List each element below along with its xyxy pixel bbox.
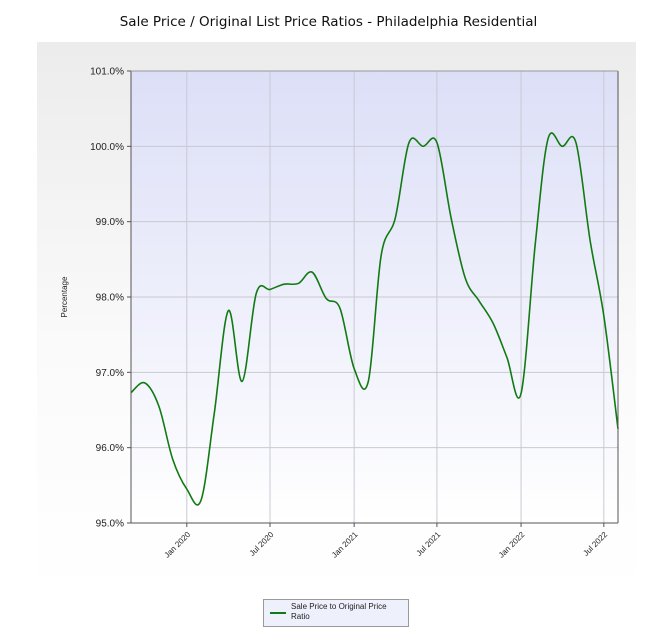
y-tick-label: 95.0% <box>96 519 124 530</box>
y-tick-label: 97.0% <box>96 368 124 379</box>
x-tick-label: Jul 2021 <box>415 530 443 558</box>
x-tick-label: Jul 2022 <box>581 530 609 558</box>
chart-legend: Sale Price to Original Price Ratio <box>263 599 409 627</box>
x-axis-tick-labels: Jan 2020 Jul 2020 Jan 2021 Jul 2021 Jan 2022… <box>163 523 610 560</box>
y-axis-label: Percentage <box>60 276 69 317</box>
series-line-sale-price-ratio <box>130 132 619 506</box>
y-tick-label: 98.0% <box>96 293 124 304</box>
x-tick-label: Jan 2022 <box>497 530 527 560</box>
y-tick-label: 101.0% <box>90 67 124 78</box>
y-tick-label: 99.0% <box>96 217 124 228</box>
y-tick-label: 96.0% <box>96 443 124 454</box>
legend-swatch-line <box>270 612 286 614</box>
chart-title: Sale Price / Original List Price Ratios … <box>119 14 538 30</box>
x-tick-label: Jul 2020 <box>248 530 276 558</box>
y-axis-tick-labels: 95.0% 96.0% 97.0% 98.0% 99.0% 100.0% 101.0% <box>90 67 131 530</box>
gridlines <box>131 71 618 523</box>
x-tick-label: Jan 2021 <box>330 530 360 560</box>
line-chart: 95.0% 96.0% 97.0% 98.0% 99.0% 100.0% 101.0% Ja… <box>60 67 619 560</box>
y-tick-label: 100.0% <box>90 142 124 153</box>
x-tick-label: Jan 2020 <box>163 530 193 560</box>
legend-label: Sale Price to Original Price Ratio <box>291 602 387 621</box>
